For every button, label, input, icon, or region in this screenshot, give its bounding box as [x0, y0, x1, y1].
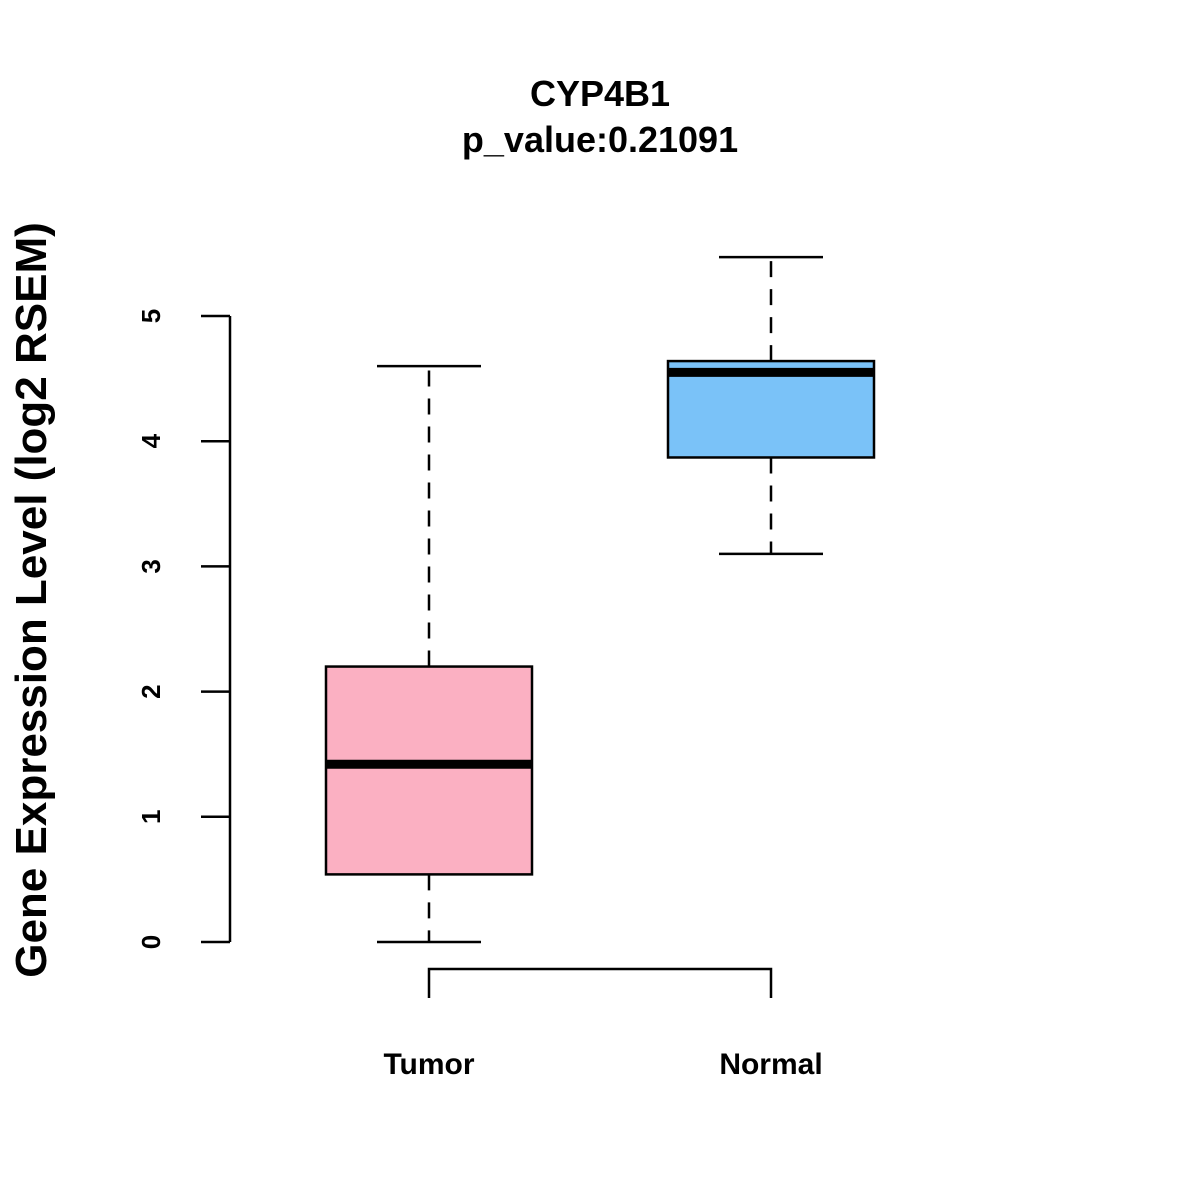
y-tick-label-5: 5 [136, 309, 166, 323]
x-label-normal: Normal [719, 1048, 822, 1081]
y-axis-label: Gene Expression Level (log2 RSEM) [7, 222, 56, 978]
x-axis-labels: Tumor Normal [383, 1048, 822, 1081]
bracket-line [427, 967, 773, 998]
box-body-normal [666, 359, 876, 459]
box-tumor [324, 364, 534, 944]
x-label-tumor: Tumor [383, 1048, 474, 1081]
y-axis: 0 1 2 3 4 5 [136, 309, 232, 949]
y-tick-label-1: 1 [136, 810, 166, 824]
chart-subtitle: p_value:0.21091 [462, 119, 738, 160]
box-body-tumor [324, 665, 534, 876]
chart-title: CYP4B1 [530, 73, 670, 114]
y-tick-label-3: 3 [136, 559, 166, 573]
y-tick-label-4: 4 [136, 433, 166, 448]
box-normal [666, 255, 876, 556]
boxes-group [324, 255, 876, 944]
y-tick-label-0: 0 [136, 935, 166, 949]
comparison-bracket [427, 967, 773, 998]
y-tick-label-2: 2 [136, 684, 166, 698]
